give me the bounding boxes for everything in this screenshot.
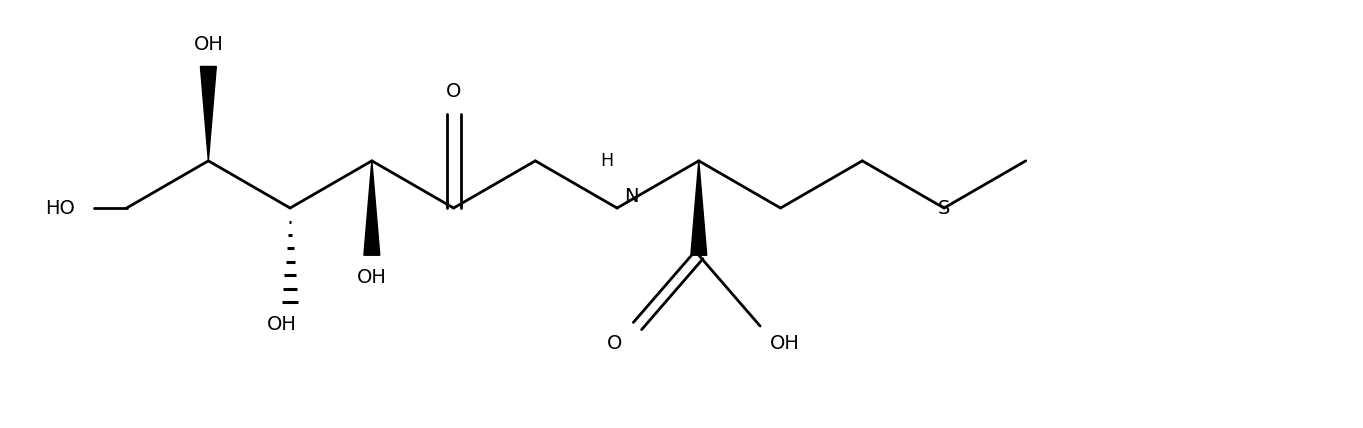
Text: S: S [938, 199, 950, 217]
Text: H: H [601, 152, 613, 170]
Text: OH: OH [194, 35, 224, 54]
Text: HO: HO [45, 199, 75, 217]
Text: O: O [607, 334, 623, 353]
Polygon shape [200, 66, 217, 161]
Polygon shape [691, 161, 707, 255]
Text: O: O [446, 82, 461, 101]
Text: OH: OH [770, 334, 800, 353]
Polygon shape [364, 161, 380, 255]
Text: OH: OH [267, 315, 297, 334]
Text: N: N [624, 187, 638, 205]
Text: OH: OH [357, 268, 387, 287]
